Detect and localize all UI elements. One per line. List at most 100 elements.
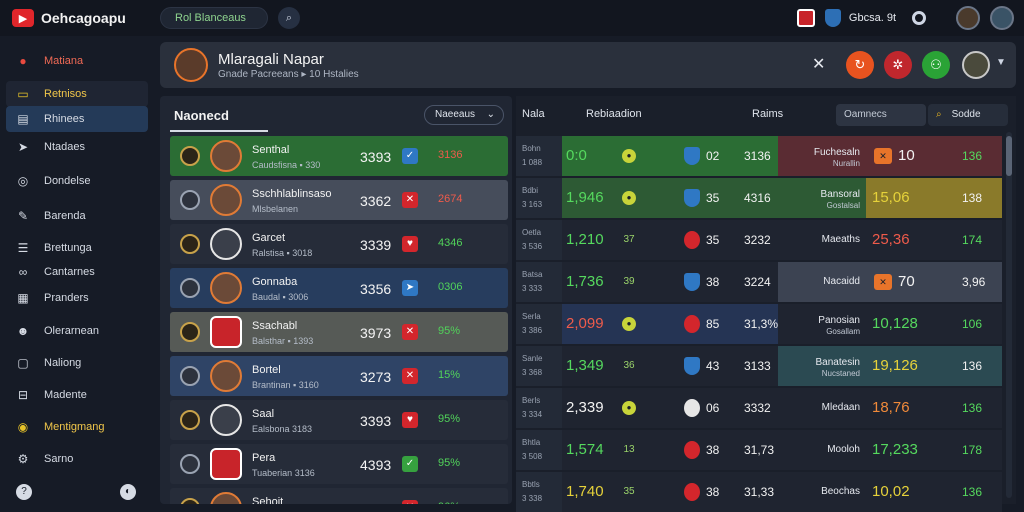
status-flag-icon[interactable]: ♥ <box>402 412 418 428</box>
match-goals: 38 <box>706 275 720 289</box>
column-header-rating[interactable]: Raims <box>752 108 784 120</box>
rank-badge-icon <box>180 322 200 342</box>
match-time: 1 088 <box>522 158 543 167</box>
top-search-input[interactable]: Rol Blanceaus <box>160 7 268 29</box>
status-flag-icon[interactable]: ✓ <box>402 148 418 164</box>
match-row[interactable]: Sanle 3 368 1,349 36 43 3133 Banatesin Nucstane… <box>516 346 1002 386</box>
player-avatar[interactable] <box>210 228 242 260</box>
sidebar-item-3[interactable]: ➤ Ntadaes <box>6 134 148 160</box>
user-avatar[interactable] <box>956 6 980 30</box>
team-flag-icon[interactable] <box>796 9 815 27</box>
player-avatar[interactable] <box>210 272 242 304</box>
rating-chip-icon[interactable]: ✕ <box>874 274 892 290</box>
leaderboard-row[interactable]: Ssachabl Balsthar ▪ 1393 3973 ✕ 95% <box>170 312 508 352</box>
leaderboard-row[interactable]: Gonnaba Baudal ▪ 3006 3356 ➤ 0306 <box>170 268 508 308</box>
leaderboard-row[interactable]: Saal Ealsbona 3183 3393 ♥ 95% <box>170 400 508 440</box>
match-date: Bbtls <box>522 480 540 489</box>
sidebar-item-13[interactable]: ⚙ Sarno <box>6 446 148 472</box>
filter-select[interactable]: Naeeaus ⌄ <box>424 105 504 125</box>
status-flag-icon[interactable]: ➤ <box>402 280 418 296</box>
leaderboard-row[interactable]: Senthal Caudsfisna ▪ 330 3393 ✓ 3136 <box>170 136 508 176</box>
account-avatar[interactable] <box>962 51 990 79</box>
search-button[interactable]: ⌕ Sodde <box>928 104 1008 126</box>
status-flag-icon[interactable]: ✕ <box>402 500 418 504</box>
close-icon[interactable]: ✕ <box>812 56 826 73</box>
rank-badge-icon <box>180 410 200 430</box>
match-time: 3 508 <box>522 452 543 461</box>
player-avatar[interactable] <box>210 404 242 436</box>
match-row[interactable]: Bhtla 3 508 1,574 13 38 31,73 Mooloh 17,233 178 <box>516 430 1002 470</box>
sidebar-item-7[interactable]: ∞ Cantarnes <box>6 259 148 285</box>
match-teams-cell: 36 43 3133 <box>616 346 778 386</box>
scroll-thumb[interactable] <box>1006 136 1012 176</box>
chevron-down-icon: ⌄ <box>486 109 495 120</box>
notification-ring-icon[interactable] <box>912 11 926 25</box>
player-avatar[interactable] <box>210 316 242 348</box>
player-percentage: 4346 <box>438 237 463 249</box>
match-time: 3 368 <box>522 368 543 377</box>
sidebar-item-5[interactable]: ✎ Barenda <box>6 203 148 229</box>
tab-underline <box>170 130 268 132</box>
sidebar-item-9[interactable]: ☻ Olerarnean <box>6 318 148 344</box>
leaderboard-row[interactable]: SehoitShitrama ▪ 31833323✕96% <box>170 488 508 504</box>
settings-icon[interactable]: ✲ <box>884 51 912 79</box>
match-row[interactable]: Berls 3 334 2,339 ● 06 3332 Mledaan 18,76 136 <box>516 388 1002 428</box>
match-time: 3 536 <box>522 242 543 251</box>
status-flag-icon[interactable]: ✓ <box>402 456 418 472</box>
player-percentage: 95% <box>438 413 461 425</box>
sidebar-item-12[interactable]: ◉ Mentigmang <box>6 414 148 440</box>
match-row[interactable]: Bdbi 3 163 1,946 ● 35 4316 Bansoral Gostalsal 15… <box>516 178 1002 218</box>
player-avatar[interactable] <box>210 140 242 172</box>
help-icon[interactable]: ? <box>16 484 32 500</box>
sidebar-item-8[interactable]: ▦ Pranders <box>6 285 148 311</box>
target-icon: ◎ <box>17 174 29 188</box>
team-indicator-icon: 39 <box>623 276 635 287</box>
player-avatar[interactable] <box>210 448 242 480</box>
match-date-cell: Bbtls 3 338 <box>516 472 562 512</box>
sidebar-item-0[interactable]: ● Matiana <box>6 48 148 74</box>
match-label: Mledaan <box>821 402 860 413</box>
match-row[interactable]: Serla 3 386 2,099 ● 85 31,3% Panosian Gosallam 1… <box>516 304 1002 344</box>
brand[interactable]: ▶ Oehcagoapu <box>12 9 126 27</box>
player-avatar[interactable] <box>210 360 242 392</box>
sidebar-item-4[interactable]: ◎ Dondelse <box>6 168 148 194</box>
match-label: Mooloh <box>827 444 860 455</box>
leaderboard-row[interactable]: Sschhlablinsaso Mlsbelanen 3362 ✕ 2674 <box>170 180 508 220</box>
search-icon[interactable]: ⌕ <box>278 7 300 29</box>
search-button-label: Sodde <box>951 109 981 120</box>
leaderboard-row[interactable]: Bortel Brantinan ▪ 3160 3273 ✕ 15% <box>170 356 508 396</box>
status-flag-icon[interactable]: ♥ <box>402 236 418 252</box>
match-search-input[interactable]: Oamnecs <box>836 104 926 126</box>
match-row[interactable]: Oetla 3 536 1,210 37 35 3232 Maeaths 25,36 174 <box>516 220 1002 260</box>
secondary-avatar[interactable] <box>990 6 1014 30</box>
player-avatar[interactable] <box>210 492 242 504</box>
column-header-date[interactable]: Nala <box>522 108 545 120</box>
sidebar-item-1[interactable]: ▭ Retnisos <box>6 81 148 107</box>
match-row[interactable]: Batsa 3 333 1,736 39 38 3224 Nacaidd ✕ 70 3,96 <box>516 262 1002 302</box>
match-teams-cell: ● 06 3332 <box>616 388 778 428</box>
team-indicator-icon: ● <box>622 191 636 205</box>
match-odds: 2,339 <box>562 388 616 428</box>
sidebar-item-10[interactable]: ▢ Naliong <box>6 350 148 376</box>
chevron-down-icon[interactable]: ▼ <box>996 57 1006 68</box>
column-header-odds[interactable]: Rebiaadion <box>586 108 642 120</box>
leaderboard-row[interactable]: Pera Tuaberian 3136 4393 ✓ 95% <box>170 444 508 484</box>
sidebar-item-11[interactable]: ⊟ Madente <box>6 382 148 408</box>
status-flag-icon[interactable]: ✕ <box>402 368 418 384</box>
refresh-icon[interactable]: ↻ <box>846 51 874 79</box>
profile-avatar[interactable] <box>174 48 208 82</box>
match-row[interactable]: Bohn 1 088 0:0 ● 02 3136 Fuchesaln Nurallin ✕ 10 1… <box>516 136 1002 176</box>
leaderboard-row[interactable]: Garcet Ralstisa ▪ 3018 3339 ♥ 4346 <box>170 224 508 264</box>
rank-badge-icon <box>180 190 200 210</box>
status-flag-icon[interactable]: ✕ <box>402 192 418 208</box>
match-row[interactable]: Bbtls 3 338 1,740 35 38 31,33 Beochas 10,02 136 <box>516 472 1002 512</box>
sidebar-item-6[interactable]: ☰ Brettunga <box>6 235 148 261</box>
share-icon[interactable]: ⚇ <box>922 51 950 79</box>
sidebar-item-2[interactable]: ▤ Rhinees <box>6 106 148 132</box>
rating-chip-icon[interactable]: ✕ <box>874 148 892 164</box>
globe-icon[interactable]: ◐ <box>120 484 136 500</box>
scrollbar[interactable] <box>1006 132 1012 498</box>
status-flag-icon[interactable]: ✕ <box>402 324 418 340</box>
shield-icon[interactable] <box>824 9 841 27</box>
player-avatar[interactable] <box>210 184 242 216</box>
